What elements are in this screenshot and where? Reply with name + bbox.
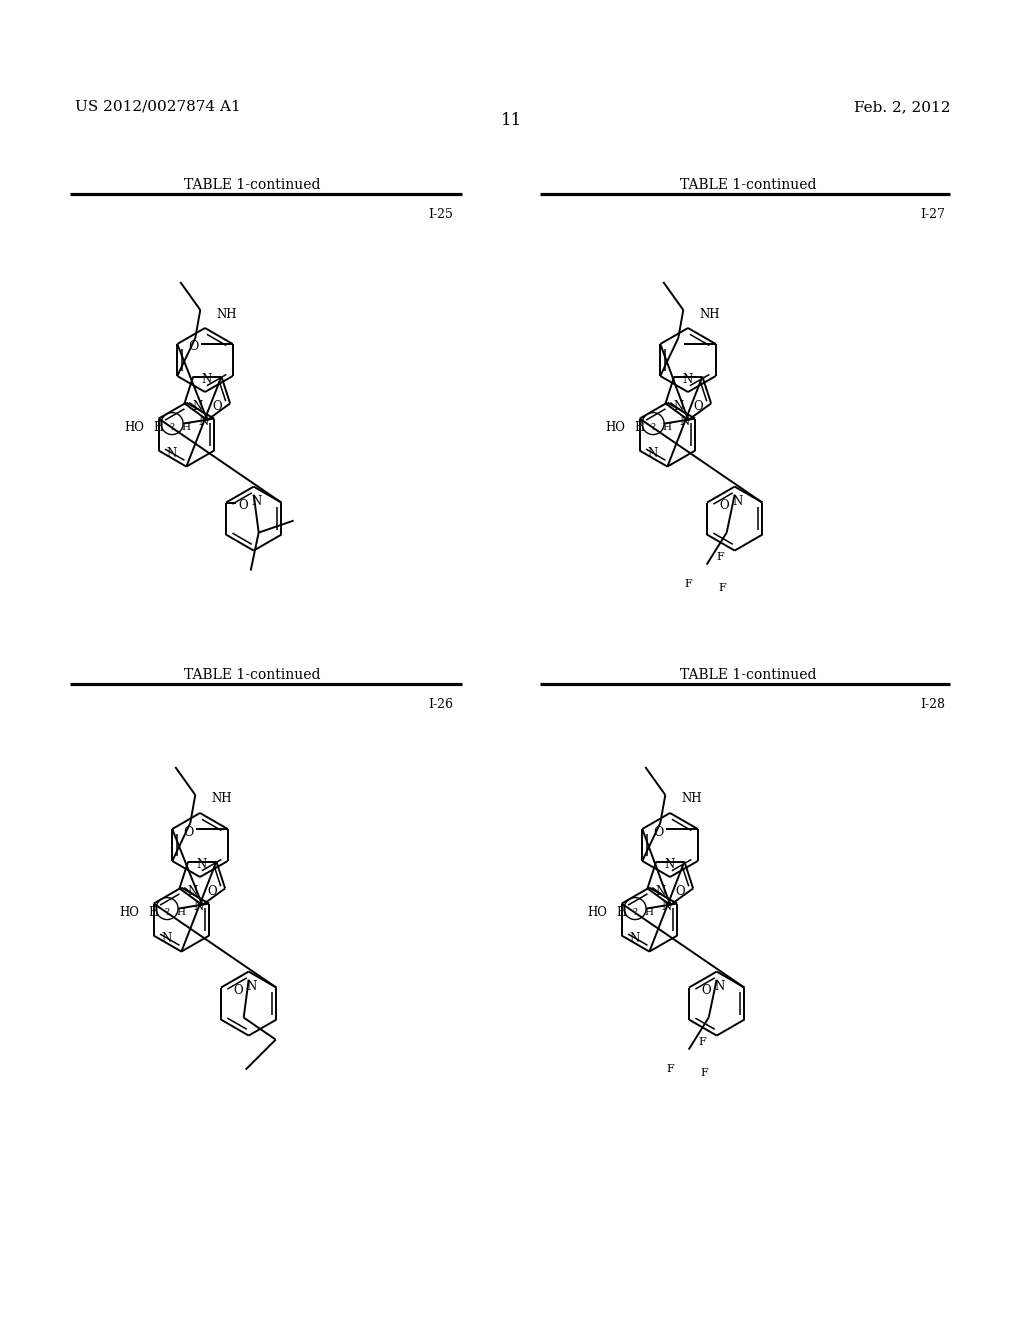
Text: N: N [199,414,209,428]
Text: F: F [698,1036,707,1047]
Text: N: N [648,447,658,461]
Text: HO: HO [124,421,144,434]
Text: F: F [685,578,692,589]
Text: NH: NH [681,792,701,805]
Text: NH: NH [216,308,237,321]
Text: N: N [167,447,177,461]
Text: ?: ? [165,908,170,917]
Text: N: N [247,979,257,993]
Text: H: H [644,908,653,917]
Text: O: O [233,985,243,997]
Text: ?: ? [170,424,174,432]
Text: F: F [667,1064,675,1073]
Text: TABLE 1-continued: TABLE 1-continued [183,668,321,682]
Text: H: H [634,421,644,434]
Text: N: N [162,932,172,945]
Text: N: N [630,932,640,945]
Text: N: N [201,374,211,385]
Text: TABLE 1-continued: TABLE 1-continued [680,668,816,682]
Text: O: O [208,884,217,898]
Text: N: N [680,414,690,428]
Text: I-25: I-25 [428,209,453,220]
Text: HO: HO [119,906,139,919]
Text: N: N [197,858,207,871]
Text: F: F [719,582,726,593]
Text: N: N [662,900,672,913]
Text: O: O [653,825,664,838]
Text: O: O [188,341,199,354]
Text: N: N [732,495,742,508]
Text: N: N [252,495,262,508]
Text: O: O [719,499,729,512]
Text: HO: HO [605,421,625,434]
Text: H: H [181,424,190,432]
Text: N: N [674,400,684,413]
Text: TABLE 1-continued: TABLE 1-continued [680,178,816,191]
Text: H: H [148,906,159,919]
Text: O: O [238,499,248,512]
Text: ?: ? [650,424,655,432]
Text: N: N [187,884,198,898]
Text: US 2012/0027874 A1: US 2012/0027874 A1 [75,100,241,114]
Text: H: H [663,424,672,432]
Text: N: N [194,900,204,913]
Text: I-26: I-26 [428,698,453,711]
Text: O: O [693,400,703,413]
Text: TABLE 1-continued: TABLE 1-continued [183,178,321,191]
Text: O: O [676,884,685,898]
Text: HO: HO [587,906,607,919]
Text: N: N [193,400,203,413]
Text: O: O [183,825,194,838]
Text: H: H [153,421,163,434]
Text: I-28: I-28 [920,698,945,711]
Text: O: O [701,985,711,997]
Text: O: O [213,400,222,413]
Text: ?: ? [633,908,638,917]
Text: Feb. 2, 2012: Feb. 2, 2012 [853,100,950,114]
Text: N: N [715,979,725,993]
Text: H: H [176,908,185,917]
Text: NH: NH [699,308,720,321]
Text: F: F [717,552,724,561]
Text: F: F [700,1068,709,1077]
Text: I-27: I-27 [921,209,945,220]
Text: H: H [616,906,627,919]
Text: 11: 11 [502,112,522,129]
Text: N: N [665,858,675,871]
Text: N: N [655,884,666,898]
Text: N: N [682,374,692,385]
Text: NH: NH [211,792,231,805]
